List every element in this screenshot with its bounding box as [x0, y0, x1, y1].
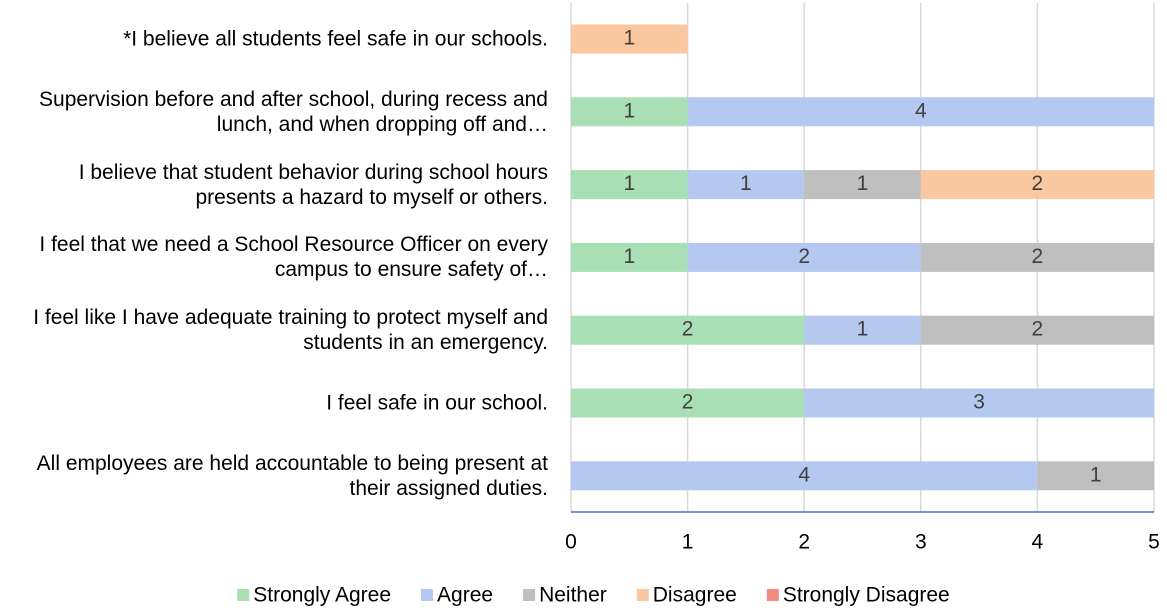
category-label: I feel that we need a School Resource Of… — [39, 233, 548, 282]
category-label: Supervision before and after school, dur… — [39, 87, 548, 136]
x-tick-label: 2 — [798, 531, 810, 554]
category-label: I feel like I have adequate training to … — [33, 306, 548, 355]
data-label: 1 — [740, 172, 752, 195]
data-label: 1 — [623, 27, 635, 50]
bar-segment — [571, 242, 688, 272]
x-tick-label: 1 — [682, 531, 694, 554]
data-label: 4 — [915, 99, 927, 122]
legend-swatch — [636, 589, 649, 601]
category-label: I feel safe in our school. — [326, 391, 548, 415]
bar-segment — [920, 242, 1154, 272]
data-label: 1 — [623, 245, 635, 268]
category-label: I believe that student behavior during s… — [78, 160, 548, 209]
legend-swatch — [237, 589, 250, 601]
data-label: 2 — [1032, 245, 1044, 268]
bar-segment — [571, 97, 688, 127]
legend-label: Strongly Disagree — [783, 584, 950, 607]
data-label: 2 — [1032, 172, 1044, 195]
legend-swatch — [523, 589, 536, 601]
bar-segment — [920, 315, 1154, 345]
category-label: *I believe all students feel safe in our… — [123, 27, 548, 51]
bar-segment — [1037, 461, 1154, 491]
legend-label: Neither — [539, 584, 607, 607]
bar-segment — [571, 388, 805, 418]
bar-segment — [804, 388, 1154, 418]
data-label: 3 — [973, 391, 985, 414]
data-label: 4 — [798, 463, 810, 486]
legend-swatch — [421, 589, 434, 601]
legend-label: Agree — [437, 584, 493, 607]
legend-swatch — [766, 589, 779, 601]
bar-segment — [571, 461, 1038, 491]
data-label: 2 — [682, 391, 694, 414]
x-tick-label: 4 — [1032, 531, 1044, 554]
bar-segment — [804, 315, 921, 345]
bar-segment — [571, 170, 688, 200]
data-label: 2 — [1032, 318, 1044, 341]
bar-segment — [687, 242, 921, 272]
x-tick-label: 0 — [565, 531, 577, 554]
category-label: All employees are held accountable to be… — [36, 451, 548, 500]
bar-segment — [687, 170, 805, 200]
data-label: 1 — [857, 318, 869, 341]
bar-segment — [804, 170, 921, 200]
data-label: 2 — [682, 318, 694, 341]
bar-segment — [920, 170, 1154, 200]
legend-label: Disagree — [653, 584, 737, 607]
data-label: 1 — [623, 172, 635, 195]
bar-segment — [571, 24, 688, 54]
data-label: 1 — [1090, 463, 1102, 486]
data-label: 2 — [798, 245, 810, 268]
x-tick-label: 5 — [1148, 531, 1160, 554]
x-tick-label: 3 — [915, 531, 927, 554]
bar-segment — [687, 97, 1154, 127]
data-label: 1 — [857, 172, 869, 195]
legend-label: Strongly Agree — [253, 584, 391, 607]
data-label: 1 — [623, 99, 635, 122]
bar-segment — [571, 315, 805, 345]
